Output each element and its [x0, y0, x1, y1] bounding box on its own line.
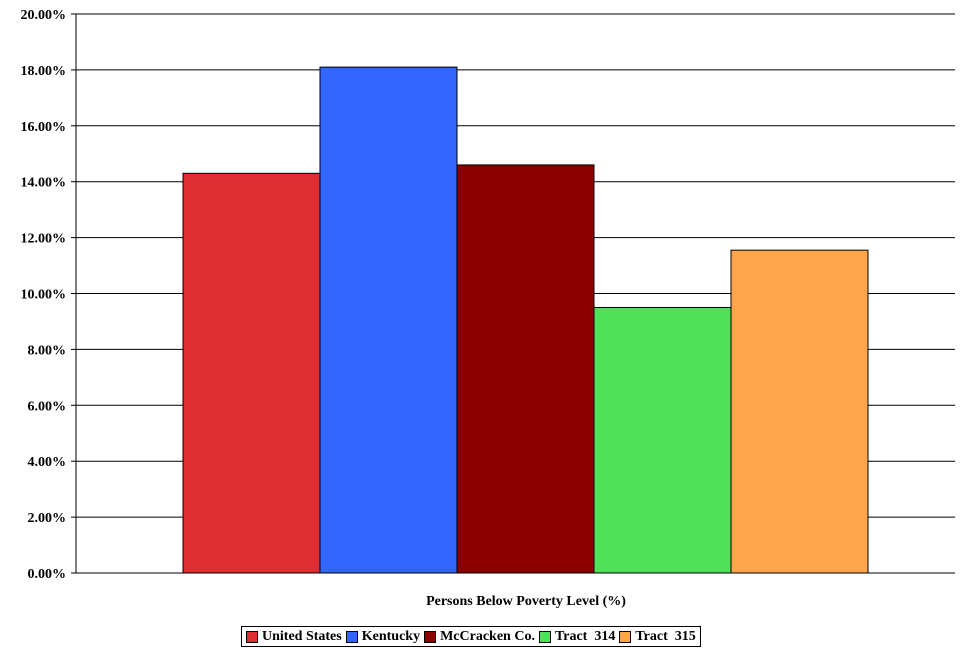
legend-swatch	[246, 630, 258, 643]
legend-label: Tract 315	[635, 628, 696, 644]
legend-label: United States	[262, 628, 342, 644]
legend-swatch	[619, 630, 632, 643]
bar-tract-314	[593, 306, 732, 574]
y-tick-label: 20.00%	[21, 8, 67, 23]
legend-item: United States	[246, 629, 342, 645]
y-axis-ticks: 0.00% 2.00% 4.00% 6.00% 8.00% 10.00% 12.00% 14.…	[21, 8, 76, 582]
y-tick-label: 2.00%	[28, 511, 67, 526]
bar-kentucky	[319, 66, 458, 574]
y-tick-label: 0.00%	[28, 567, 67, 582]
legend-label: McCracken Co.	[440, 628, 535, 644]
y-tick-label: 16.00%	[21, 120, 67, 135]
x-axis-title: Persons Below Poverty Level (%)	[426, 594, 626, 609]
y-tick-label: 14.00%	[21, 176, 67, 191]
legend-swatch	[538, 630, 551, 643]
legend-label: Kentucky	[361, 628, 421, 644]
legend-swatch	[345, 630, 358, 643]
legend-item: Kentucky	[345, 628, 421, 645]
legend-item: McCracken Co.	[424, 629, 535, 645]
legend-item: Tract 314	[538, 628, 616, 645]
legend-item: Tract 315	[619, 628, 696, 645]
y-tick-label: 4.00%	[28, 455, 67, 470]
y-tick-label: 10.00%	[21, 288, 67, 303]
legend: United States Kentucky McCracken Co. Tract …	[241, 626, 701, 647]
legend-swatch	[424, 630, 437, 643]
y-tick-label: 18.00%	[21, 64, 67, 79]
y-tick-label: 8.00%	[28, 343, 67, 358]
bar-mccracken-co	[456, 164, 595, 574]
bar-tract-315	[730, 249, 869, 574]
y-tick-label: 12.00%	[21, 232, 67, 247]
bar-united-states	[182, 172, 321, 574]
bars	[182, 66, 869, 574]
legend-label: Tract 314	[554, 628, 616, 644]
y-tick-label: 6.00%	[28, 399, 67, 414]
